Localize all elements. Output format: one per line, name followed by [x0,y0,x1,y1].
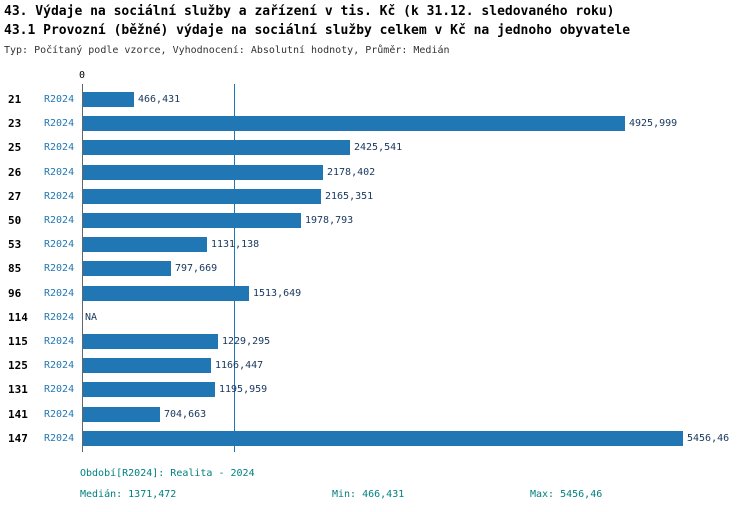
row-category-label: 25 [8,141,22,155]
chart-subtitle: Typ: Počítaný podle vzorce, Vyhodnocení:… [4,45,450,56]
row-category-label: 85 [8,262,22,276]
row-series-label: R2024 [44,215,75,226]
bar [83,430,683,446]
row-category-label: 131 [8,383,28,397]
chart-row: 85 R2024 797,669 [0,257,750,281]
bar-value-label: 4925,999 [629,118,678,130]
row-series-label: R2024 [44,287,75,299]
row-category-label: 115 [8,335,28,348]
row-series-label: R2024 [44,336,75,347]
chart-row: 114 R2024 NA [0,306,750,330]
footer-period: Období[R2024]: Realita - 2024 [80,468,255,479]
row-series-label: R2024 [44,239,75,251]
bar-value-label: 466,431 [138,94,181,105]
bar-value-label: 2425,541 [354,142,403,154]
chart-row: 23 R2024 4925,999 [0,112,750,136]
bar-value-label: 1229,295 [222,336,271,347]
row-category-label: 26 [8,165,22,179]
row-series-label: R2024 [44,360,75,372]
chart-row: 141 R2024 704,663 [0,403,750,427]
bar-value-label: 704,663 [164,408,207,420]
row-na-label: NA [85,311,98,323]
row-category-label: 21 [8,93,22,106]
row-category-label: 53 [8,238,22,252]
bar-value-label: 1513,649 [253,287,302,299]
median-reference-line [234,84,235,452]
chart-row: 27 R2024 2165,351 [0,185,750,209]
bar [83,285,249,301]
footer-max: Max: 5456,46 [530,489,603,500]
row-series-label: R2024 [44,408,75,420]
row-series-label: R2024 [44,311,75,323]
bar [83,188,321,204]
chart-row: 50 R2024 1978,793 [0,209,750,233]
bar [83,382,215,398]
bar-value-label: 797,669 [175,263,218,275]
bar [83,406,160,422]
row-series-label: R2024 [44,142,75,154]
row-series-label: R2024 [44,263,75,275]
chart-title-line2: 43.1 Provozní (běžné) výdaje na sociální… [4,23,631,38]
row-series-label: R2024 [44,432,75,444]
bar [83,116,625,132]
bar [83,358,211,374]
row-category-label: 114 [8,310,28,324]
row-series-label: R2024 [44,384,75,396]
bar [83,213,301,228]
row-category-label: 27 [8,189,22,203]
bar [83,164,323,180]
chart-row: 53 R2024 1131,138 [0,233,750,257]
chart-row: 21 R2024 466,431 [0,88,750,112]
x-axis-zero-label: 0 [79,70,86,81]
row-category-label: 125 [8,359,28,373]
row-category-label: 23 [8,117,22,131]
chart-row: 96 R2024 1513,649 [0,282,750,306]
bar-value-label: 1195,959 [219,384,268,396]
row-series-label: R2024 [44,190,75,202]
chart-row: 25 R2024 2425,541 [0,136,750,160]
bar [83,261,171,277]
footer-min: Min: 466,431 [332,489,405,500]
bar-value-label: 1166,447 [215,360,264,372]
y-axis-line [82,84,83,452]
row-category-label: 147 [8,431,28,445]
bar-value-label: 1131,138 [211,239,260,251]
chart-row: 125 R2024 1166,447 [0,354,750,378]
row-category-label: 141 [8,407,28,421]
chart-row: 26 R2024 2178,402 [0,161,750,185]
bar [83,92,134,107]
row-series-label: R2024 [44,118,75,130]
row-category-label: 96 [8,286,22,300]
bar-value-label: 2178,402 [327,166,376,178]
chart-row: 147 R2024 5456,46 [0,427,750,451]
bar-value-label: 1978,793 [305,215,354,226]
chart-row: 131 R2024 1195,959 [0,378,750,402]
bar-value-label: 2165,351 [325,190,374,202]
bar [83,334,218,349]
row-series-label: R2024 [44,94,75,105]
bar-value-label: 5456,46 [687,432,730,444]
bar [83,237,207,253]
bar [83,140,350,156]
row-category-label: 50 [8,214,22,227]
footer-median: Medián: 1371,472 [80,489,177,500]
chart-title-line1: 43. Výdaje na sociální služby a zařízení… [4,4,615,19]
chart-row: 115 R2024 1229,295 [0,330,750,354]
row-series-label: R2024 [44,166,75,178]
